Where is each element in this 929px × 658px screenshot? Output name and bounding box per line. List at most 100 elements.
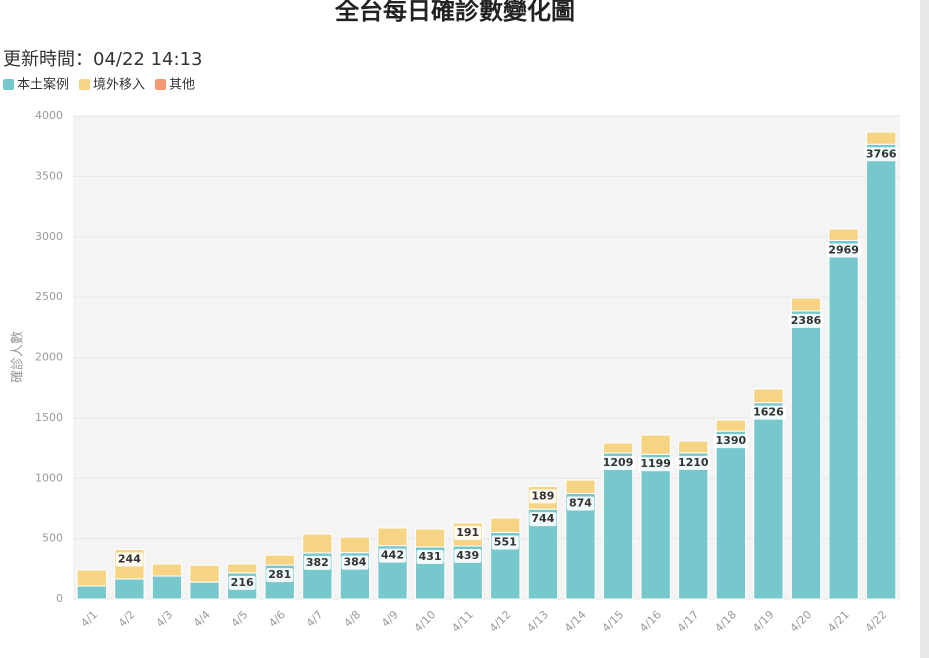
y-axis-label: 確診人數 bbox=[10, 331, 26, 383]
value-label-group: 3766 bbox=[863, 147, 899, 162]
x-tick-label: 4/16 bbox=[637, 608, 664, 635]
bar-segment bbox=[189, 581, 220, 600]
y-tick-label: 500 bbox=[42, 532, 63, 545]
value-label-bg bbox=[491, 535, 519, 550]
value-label-bg bbox=[566, 496, 594, 511]
bar-segment bbox=[828, 239, 859, 600]
value-label: 431 bbox=[419, 550, 442, 563]
x-tick-label: 4/15 bbox=[600, 608, 627, 635]
value-label-bg bbox=[341, 555, 369, 570]
legend-label: 境外移入 bbox=[93, 78, 145, 93]
x-tick-label: 4/20 bbox=[788, 608, 815, 635]
value-label-group: 1210 bbox=[675, 455, 711, 470]
y-tick-label: 1000 bbox=[35, 471, 63, 484]
x-tick-label: 4/2 bbox=[116, 608, 138, 630]
value-label: 439 bbox=[456, 549, 479, 562]
value-label: 1209 bbox=[603, 456, 634, 469]
value-label-group: 191 bbox=[454, 525, 482, 540]
x-tick-label: 4/1 bbox=[78, 608, 100, 630]
bar-segment bbox=[866, 131, 897, 145]
value-label: 2969 bbox=[828, 243, 859, 256]
bar-segment bbox=[189, 564, 220, 583]
x-tick-label: 4/22 bbox=[863, 608, 890, 635]
value-label-group: 2969 bbox=[826, 243, 861, 258]
y-tick-label: 3000 bbox=[35, 230, 63, 243]
x-tick-label: 4/7 bbox=[304, 608, 326, 630]
value-label-group: 1390 bbox=[713, 434, 749, 449]
x-tick-label: 4/17 bbox=[675, 608, 702, 635]
bar-segment bbox=[76, 569, 107, 587]
x-tick-label: 4/6 bbox=[266, 608, 288, 630]
y-tick-label: 2000 bbox=[35, 351, 63, 364]
value-label-group: 189 bbox=[529, 489, 557, 504]
value-label-bg bbox=[303, 555, 331, 570]
x-tick-label: 4/4 bbox=[191, 608, 213, 630]
value-label-group: 2386 bbox=[788, 313, 824, 328]
value-label: 1210 bbox=[678, 456, 709, 469]
value-label-bg bbox=[751, 405, 786, 420]
value-label-bg bbox=[228, 575, 256, 590]
value-label-group: 1199 bbox=[638, 457, 673, 472]
legend-swatch bbox=[79, 79, 91, 90]
bar-segment bbox=[151, 563, 183, 577]
value-label: 191 bbox=[456, 526, 479, 539]
value-label-bg bbox=[529, 489, 557, 504]
value-label-bg bbox=[863, 147, 899, 162]
value-label-bg bbox=[454, 548, 482, 563]
bar-segment bbox=[151, 575, 183, 600]
value-label: 2386 bbox=[791, 314, 822, 327]
value-label-group: 1626 bbox=[751, 405, 786, 420]
x-tick-label: 4/18 bbox=[712, 608, 739, 635]
value-label-bg bbox=[713, 434, 749, 449]
value-label: 244 bbox=[118, 552, 141, 565]
value-label-bg bbox=[416, 549, 444, 564]
bar-segment bbox=[602, 452, 634, 600]
value-label: 874 bbox=[569, 496, 592, 509]
value-label-group: 382 bbox=[303, 555, 331, 570]
value-label-bg bbox=[600, 456, 636, 471]
value-label: 384 bbox=[343, 556, 366, 569]
x-tick-label: 4/14 bbox=[562, 608, 589, 635]
x-tick-label: 4/12 bbox=[487, 608, 514, 635]
value-label-bg bbox=[266, 568, 294, 583]
bar-segment bbox=[565, 479, 596, 494]
value-label-group: 744 bbox=[529, 512, 557, 527]
value-label: 1626 bbox=[753, 406, 784, 419]
x-tick-label: 4/3 bbox=[154, 608, 176, 630]
bar-segment bbox=[640, 453, 671, 600]
value-label-bg bbox=[675, 455, 711, 470]
value-label: 442 bbox=[381, 549, 404, 562]
y-tick-label: 2500 bbox=[35, 290, 63, 303]
bar-segment bbox=[76, 585, 107, 600]
bar-segment bbox=[828, 228, 859, 241]
bar-segment bbox=[339, 536, 371, 554]
bar-segment bbox=[226, 563, 258, 574]
bar-segment bbox=[640, 434, 671, 455]
bar-segment bbox=[302, 533, 333, 554]
value-label-group: 442 bbox=[379, 548, 407, 563]
bar-segment bbox=[790, 310, 822, 600]
bar-segment bbox=[678, 440, 709, 454]
legend-swatch bbox=[155, 79, 167, 90]
value-label: 1199 bbox=[640, 457, 671, 470]
value-label-group: 216 bbox=[228, 575, 256, 590]
value-label-group: 281 bbox=[266, 568, 294, 583]
y-tick-label: 1500 bbox=[35, 411, 63, 424]
bar-segment bbox=[377, 527, 408, 547]
bar-segment bbox=[715, 419, 747, 432]
x-tick-label: 4/5 bbox=[229, 608, 251, 630]
x-tick-label: 4/21 bbox=[825, 608, 852, 635]
value-label-group: 384 bbox=[341, 555, 369, 570]
bar-segment bbox=[602, 442, 634, 454]
bar-segment bbox=[490, 517, 521, 533]
value-label-bg bbox=[379, 548, 407, 563]
value-label: 189 bbox=[531, 489, 554, 502]
value-label-bg bbox=[788, 313, 824, 328]
value-label: 3766 bbox=[866, 147, 897, 160]
value-label-group: 244 bbox=[115, 552, 143, 567]
value-label-group: 431 bbox=[416, 549, 444, 564]
y-tick-label: 4000 bbox=[35, 109, 63, 122]
x-tick-label: 4/11 bbox=[449, 608, 476, 635]
bar-segment bbox=[790, 297, 822, 312]
